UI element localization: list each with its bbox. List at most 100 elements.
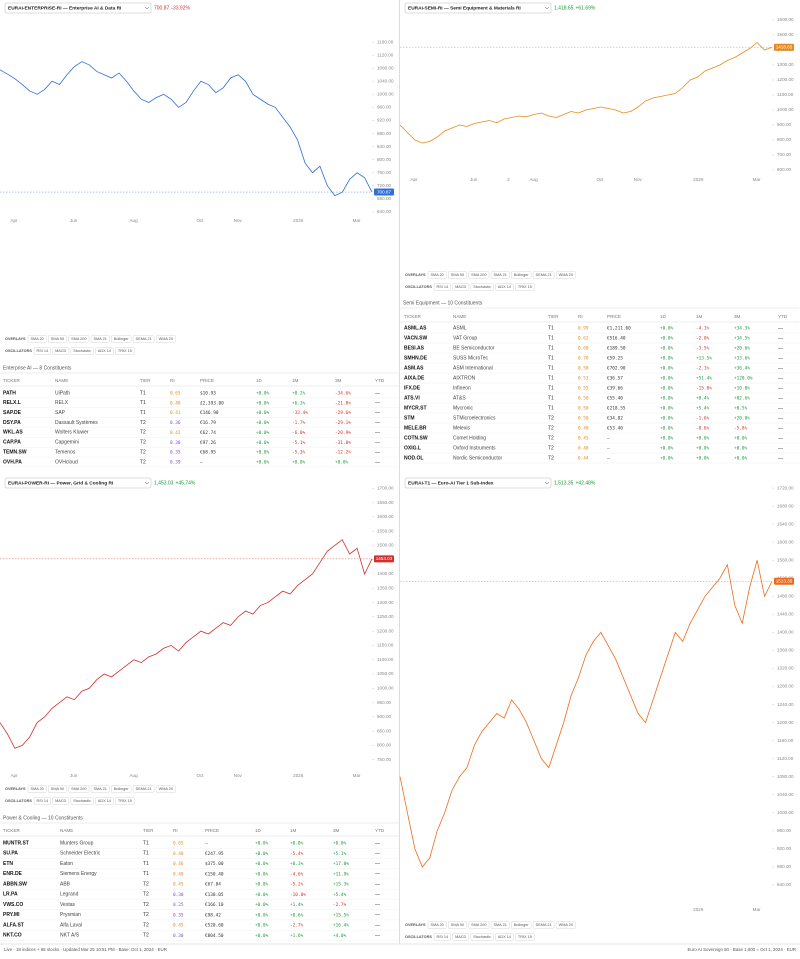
indicator-chip-label[interactable]: SMA 21 (94, 337, 107, 341)
table-cell[interactable]: PRY.MI (3, 912, 20, 918)
indicator-chip-label[interactable]: DEMA 21 (136, 787, 152, 791)
indicator-chip[interactable] (490, 921, 510, 929)
indicator-chip-label[interactable]: ADX 14 (98, 799, 111, 803)
indicator-chip-label[interactable]: Bollinger (114, 787, 130, 791)
table-cell[interactable]: MELE.BR (404, 425, 427, 431)
indicator-chip-label[interactable]: SMA 21 (494, 273, 507, 277)
table-cell[interactable]: AIXA.DE (404, 375, 425, 381)
indicator-chip[interactable] (515, 283, 535, 291)
indicator-chip[interactable] (155, 335, 176, 343)
indicator-chip-label[interactable]: SMA 50 (51, 787, 64, 791)
series-selector[interactable] (404, 477, 552, 489)
indicator-chip[interactable] (433, 283, 451, 291)
indicator-chip[interactable] (555, 921, 576, 929)
indicator-chip-label[interactable]: SMA 20 (431, 923, 444, 927)
indicator-chip-label[interactable]: SMA 200 (71, 787, 86, 791)
indicator-chip[interactable] (490, 271, 510, 279)
indicator-chip[interactable] (48, 785, 67, 793)
table-cell[interactable]: COTN.SW (404, 435, 428, 441)
table-cell[interactable]: IFX.DE (404, 385, 421, 391)
table-cell[interactable]: BESI.AS (404, 345, 425, 351)
table-cell[interactable]: TEMN.SW (3, 449, 27, 455)
indicator-chip-label[interactable]: DEMA 21 (536, 273, 552, 277)
indicator-chip-label[interactable]: TRIX 15 (118, 799, 132, 803)
indicator-chip-label[interactable]: SMA 20 (431, 273, 444, 277)
indicator-chip[interactable] (90, 785, 110, 793)
indicator-chip-label[interactable]: SMA 200 (471, 273, 486, 277)
indicator-chip-label[interactable]: SMA 20 (31, 337, 44, 341)
indicator-chip[interactable] (495, 933, 514, 941)
indicator-chip[interactable] (52, 797, 69, 805)
indicator-chip[interactable] (448, 271, 467, 279)
indicator-chip[interactable] (470, 933, 494, 941)
indicator-chip[interactable] (132, 785, 155, 793)
table-cell[interactable]: STM (404, 415, 415, 421)
indicator-chip[interactable] (532, 921, 555, 929)
table-cell[interactable]: RELX.L (3, 400, 21, 406)
table-cell[interactable]: ATS.VI (404, 395, 420, 401)
indicator-chip[interactable] (452, 283, 469, 291)
indicator-chip[interactable] (427, 271, 447, 279)
indicator-chip[interactable] (70, 797, 94, 805)
indicator-chip[interactable] (511, 271, 532, 279)
indicator-chip-label[interactable]: ADX 14 (498, 285, 511, 289)
indicator-chip-label[interactable]: RSI 14 (37, 799, 49, 803)
indicator-chip-label[interactable]: TRIX 15 (118, 349, 132, 353)
table-cell[interactable]: WKL.AS (3, 430, 23, 436)
table-cell[interactable]: NOD.OL (404, 455, 423, 461)
indicator-chip-label[interactable]: SMA 50 (51, 337, 64, 341)
indicator-chip-label[interactable]: RSI 14 (437, 285, 449, 289)
table-cell[interactable]: ALFA.ST (3, 922, 24, 928)
table-cell[interactable]: NKT.CO (3, 933, 22, 939)
indicator-chip[interactable] (33, 797, 51, 805)
indicator-chip-label[interactable]: RSI 14 (437, 935, 449, 939)
indicator-chip-label[interactable]: TRIX 15 (518, 285, 532, 289)
indicator-chip[interactable] (48, 335, 67, 343)
indicator-chip[interactable] (68, 785, 90, 793)
indicator-chip[interactable] (95, 797, 114, 805)
indicator-chip[interactable] (90, 335, 110, 343)
indicator-chip-label[interactable]: MACD (455, 285, 466, 289)
indicator-chip-label[interactable]: Bollinger (114, 337, 130, 341)
indicator-chip[interactable] (433, 933, 451, 941)
series-selector[interactable] (4, 2, 152, 14)
indicator-chip[interactable] (470, 283, 494, 291)
table-cell[interactable]: PATH (3, 390, 16, 396)
series-selector[interactable] (404, 2, 552, 14)
indicator-chip-label[interactable]: WMA 20 (159, 787, 173, 791)
table-cell[interactable]: MUNTR.ST (3, 840, 29, 846)
indicator-chip[interactable] (70, 347, 94, 355)
indicator-chip-label[interactable]: MACD (55, 799, 66, 803)
indicator-chip[interactable] (95, 347, 114, 355)
indicator-chip-label[interactable]: ADX 14 (98, 349, 111, 353)
indicator-chip-label[interactable]: WMA 20 (559, 273, 573, 277)
table-cell[interactable]: ENR.DE (3, 871, 23, 877)
indicator-chip[interactable] (468, 921, 490, 929)
indicator-chip[interactable] (115, 347, 135, 355)
indicator-chip[interactable] (27, 785, 47, 793)
indicator-chip-label[interactable]: TRIX 15 (518, 935, 532, 939)
indicator-chip-label[interactable]: SMA 20 (31, 787, 44, 791)
indicator-chip[interactable] (68, 335, 90, 343)
indicator-chip-label[interactable]: SMA 200 (471, 923, 486, 927)
table-cell[interactable]: SMHN.DE (404, 355, 428, 361)
indicator-chip[interactable] (111, 335, 132, 343)
indicator-chip-label[interactable]: MACD (455, 935, 466, 939)
indicator-chip-label[interactable]: RSI 14 (37, 349, 49, 353)
table-cell[interactable]: ABBN.SW (3, 881, 27, 887)
table-cell[interactable]: CAP.PA (3, 440, 21, 446)
indicator-chip[interactable] (515, 933, 535, 941)
table-cell[interactable]: SAP.DE (3, 410, 22, 416)
indicator-chip[interactable] (115, 797, 135, 805)
table-cell[interactable]: VWS.CO (3, 902, 23, 908)
indicator-chip-label[interactable]: Stochastic (473, 285, 491, 289)
table-cell[interactable]: ETN (3, 861, 13, 867)
indicator-chip[interactable] (132, 335, 155, 343)
indicator-chip[interactable] (555, 271, 576, 279)
indicator-chip[interactable] (111, 785, 132, 793)
table-cell[interactable]: ASML.AS (404, 325, 427, 331)
indicator-chip[interactable] (448, 921, 467, 929)
indicator-chip-label[interactable]: SMA 200 (71, 337, 86, 341)
table-cell[interactable]: MYCR.ST (404, 405, 427, 411)
indicator-chip[interactable] (511, 921, 532, 929)
